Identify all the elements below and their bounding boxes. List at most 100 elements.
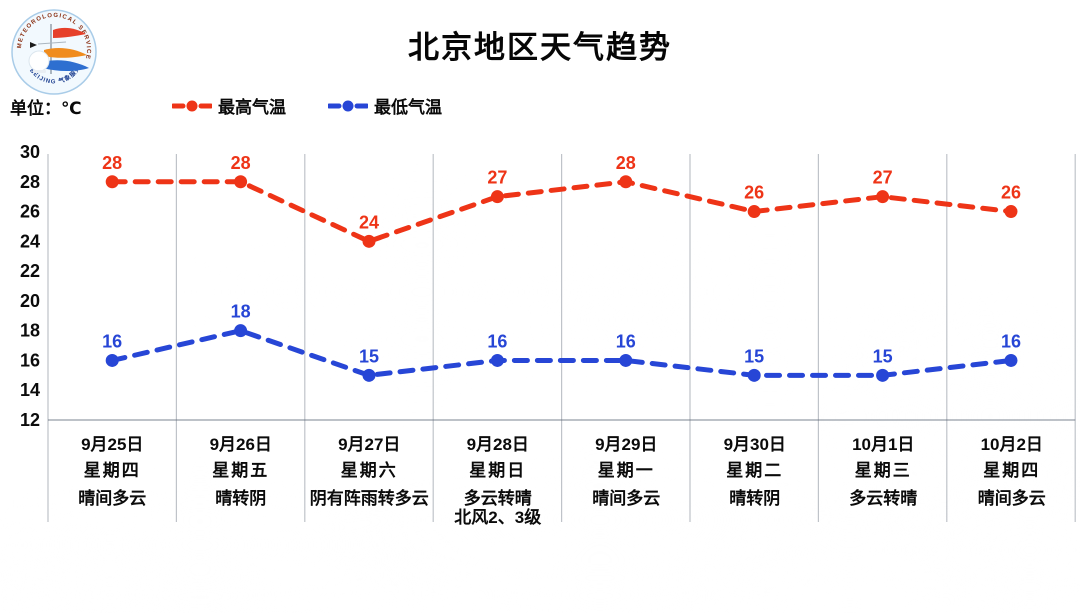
publisher-line-1: 北京市气象台2025年9月24日11时发布 xyxy=(754,31,1017,48)
point-value-label: 16 xyxy=(1001,331,1021,351)
weather-line: 晴间多云 xyxy=(977,489,1046,508)
point-value-label: 26 xyxy=(744,183,764,203)
data-point xyxy=(234,175,248,189)
y-tick-label: 14 xyxy=(20,380,40,400)
page-title: 北京地区天气趋势 xyxy=(408,30,672,65)
data-point xyxy=(490,353,504,367)
y-tick-label: 20 xyxy=(20,291,40,311)
meteorological-service-logo-icon: METEOROLOGICAL SERVICE BEIJING 气象服务 xyxy=(11,9,97,95)
point-value-label: 28 xyxy=(102,153,122,173)
day-date: 9月26日 xyxy=(209,435,272,454)
day-weekday: 星期六 xyxy=(340,461,398,480)
day-weekday: 星期日 xyxy=(469,461,527,480)
day-weather: 晴转阴 xyxy=(691,484,820,508)
y-tick-label: 24 xyxy=(20,231,40,251)
unit-label: 单位：℃ xyxy=(10,99,82,118)
point-value-label: 16 xyxy=(616,331,636,351)
point-value-label: 15 xyxy=(744,346,764,366)
data-point xyxy=(362,368,376,382)
series-line xyxy=(109,179,1014,245)
point-value-label: 27 xyxy=(873,168,893,188)
day-weekday: 星期四 xyxy=(983,461,1041,480)
point-value-label: 28 xyxy=(231,153,251,173)
weather-line: 晴间多云 xyxy=(592,489,661,508)
point-value-label: 16 xyxy=(487,331,507,351)
y-tick-label: 12 xyxy=(20,410,40,430)
point-value-label: 26 xyxy=(1001,183,1021,203)
day-column: 9月26日星期五晴转阴 xyxy=(177,432,306,527)
day-date: 10月1日 xyxy=(852,435,915,454)
day-date: 9月27日 xyxy=(338,435,401,454)
data-point xyxy=(619,353,633,367)
data-point xyxy=(619,175,633,189)
y-tick-label: 16 xyxy=(20,350,40,370)
legend-item-low-temp: 最低气温 xyxy=(328,93,442,118)
day-weekday: 星期二 xyxy=(726,461,784,480)
point-value-label: 18 xyxy=(231,302,251,322)
y-tick-label: 28 xyxy=(20,172,40,192)
day-weather: 晴间多云 xyxy=(48,484,177,508)
point-value-label: 16 xyxy=(102,331,122,351)
day-column: 9月25日星期四晴间多云 xyxy=(48,432,177,527)
data-point xyxy=(876,190,890,204)
y-tick-label: 26 xyxy=(20,202,40,222)
publisher-line-2: 北京市气象服务中心制作 xyxy=(754,54,925,71)
weather-line: 多云转晴 xyxy=(463,489,532,508)
legend-item-high-temp: 最高气温 xyxy=(172,93,286,118)
day-weekday: 星期三 xyxy=(854,461,912,480)
day-weather: 多云转晴 xyxy=(819,484,948,508)
publisher-info: 北京市气象台2025年9月24日11时发布 北京市气象服务中心制作 xyxy=(754,28,1017,74)
day-column: 9月27日星期六阴有阵雨转多云 xyxy=(305,432,434,527)
point-value-label: 27 xyxy=(487,168,507,188)
day-labels-row: 9月25日 星期四 晴间多云 9月26日 星期五 晴转阴 9月27日 星期六 阴有阵雨转多云 9月… xyxy=(48,432,1076,527)
data-point xyxy=(234,324,248,338)
day-weekday: 星期一 xyxy=(597,461,655,480)
legend-label-low: 最低气温 xyxy=(374,98,442,117)
data-point xyxy=(105,175,119,189)
day-weather: 晴转阴 xyxy=(177,484,306,508)
weather-line: 多云转晴 xyxy=(849,489,918,508)
day-weather: 晴间多云 xyxy=(948,484,1077,508)
weather-line: 阴有阵雨转多云 xyxy=(309,489,429,508)
day-date: 9月25日 xyxy=(81,435,144,454)
y-tick-label: 22 xyxy=(20,261,40,281)
day-column: 9月30日星期二晴转阴 xyxy=(691,432,820,527)
point-value-label: 28 xyxy=(616,153,636,173)
point-value-label: 15 xyxy=(359,346,379,366)
data-point xyxy=(490,190,504,204)
data-point xyxy=(876,368,890,382)
day-weekday: 星期五 xyxy=(212,461,270,480)
data-point xyxy=(747,368,761,382)
day-weekday: 星期四 xyxy=(83,461,141,480)
weather-line: 北风2、3级 xyxy=(454,508,542,527)
series-line xyxy=(109,328,1014,378)
day-column: 9月28日星期日多云转晴 北风2、3级 xyxy=(434,432,563,527)
day-date: 9月30日 xyxy=(723,435,786,454)
high-temp-line-icon xyxy=(172,100,212,111)
data-point xyxy=(362,234,376,248)
day-weather: 阴有阵雨转多云 xyxy=(305,484,434,508)
day-column: 9月29日星期一晴间多云 xyxy=(562,432,691,527)
point-value-label: 24 xyxy=(359,212,379,232)
data-point xyxy=(747,205,761,219)
chart-legend: 最高气温 最低气温 xyxy=(172,93,442,118)
data-point xyxy=(1004,205,1018,219)
day-date: 9月29日 xyxy=(595,435,658,454)
point-value-label: 15 xyxy=(873,346,893,366)
day-weather: 多云转晴 北风2、3级 xyxy=(434,484,563,527)
weather-line: 晴转阴 xyxy=(729,489,781,508)
day-column: 10月1日星期三多云转晴 xyxy=(819,432,948,527)
day-date: 9月28日 xyxy=(466,435,529,454)
data-point xyxy=(1004,353,1018,367)
weather-line: 晴转阴 xyxy=(215,489,267,508)
weather-line: 晴间多云 xyxy=(78,489,147,508)
y-tick-label: 30 xyxy=(20,142,40,162)
low-temp-line-icon xyxy=(328,100,368,111)
y-tick-label: 18 xyxy=(20,321,40,341)
data-point xyxy=(105,353,119,367)
legend-label-high: 最高气温 xyxy=(218,98,286,117)
day-date: 10月2日 xyxy=(980,435,1043,454)
day-weather: 晴间多云 xyxy=(562,484,691,508)
